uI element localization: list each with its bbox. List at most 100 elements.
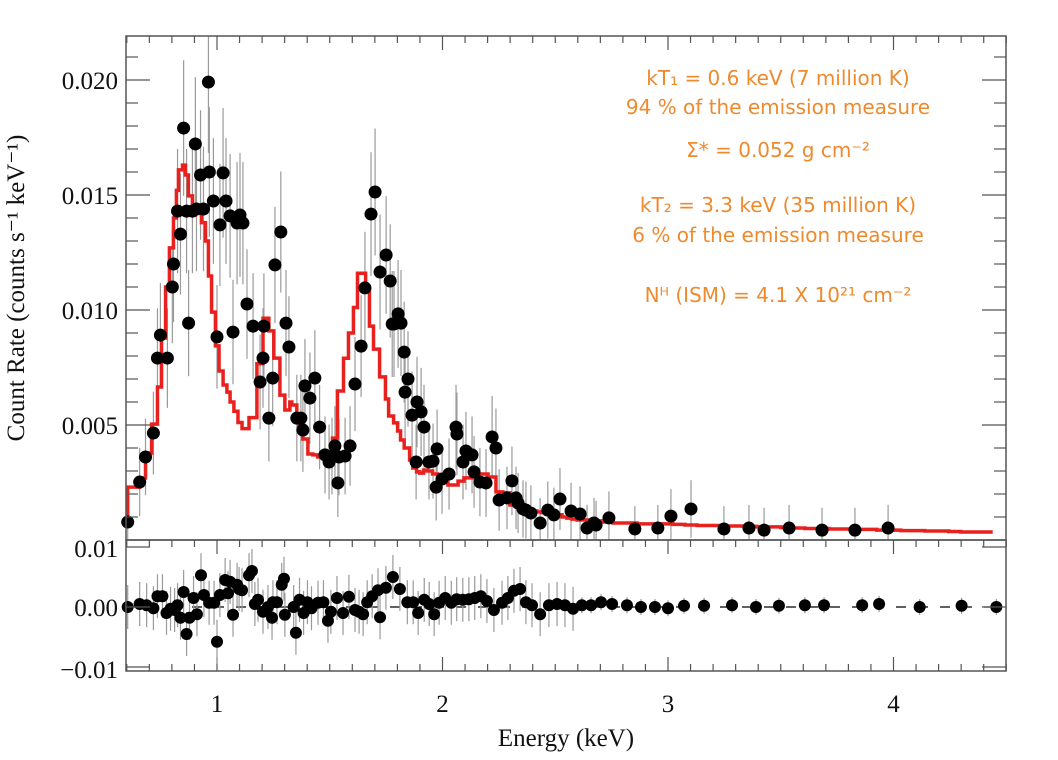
data-point	[253, 375, 267, 389]
annotation-em1: 94 % of the emission measure	[626, 95, 930, 119]
data-point	[479, 476, 493, 490]
residual-point	[393, 583, 406, 595]
data-point	[303, 391, 317, 405]
data-point	[442, 467, 456, 481]
data-point	[782, 521, 796, 535]
data-point	[628, 522, 642, 536]
data-point	[216, 166, 230, 180]
data-point	[533, 516, 547, 530]
data-point	[182, 316, 196, 330]
data-point	[139, 450, 153, 464]
y-tick-label: 0.00	[74, 595, 118, 622]
data-point	[589, 518, 603, 532]
residual-point	[514, 583, 527, 595]
data-point	[465, 448, 479, 462]
residual-point	[222, 587, 235, 600]
data-point	[268, 258, 282, 272]
residual-point	[177, 586, 190, 598]
data-point	[664, 509, 678, 523]
data-point	[467, 465, 481, 479]
residual-point	[412, 607, 425, 619]
residual-point	[266, 611, 279, 624]
data-point	[505, 474, 519, 488]
residual-point	[634, 601, 647, 613]
data-point	[153, 328, 167, 342]
data-point	[358, 281, 372, 295]
residual-point	[487, 604, 500, 616]
data-point	[331, 476, 345, 490]
residual-point	[772, 599, 785, 612]
residual-point	[278, 608, 291, 621]
model-step-line	[125, 163, 993, 534]
data-point	[364, 207, 378, 221]
data-point	[246, 319, 260, 333]
residual-point	[277, 572, 290, 585]
data-point	[449, 420, 463, 434]
data-point	[213, 218, 227, 232]
data-point	[188, 137, 202, 151]
residual-point	[321, 614, 334, 627]
residual-point	[407, 596, 420, 609]
data-point	[368, 185, 382, 199]
data-point	[757, 523, 771, 537]
data-point	[815, 523, 829, 537]
data-point	[308, 371, 322, 385]
residual-point	[856, 599, 869, 612]
data-point	[274, 225, 288, 239]
x-tick-label: 3	[662, 691, 675, 718]
data-point	[202, 165, 216, 179]
data-point	[401, 372, 415, 386]
data-point	[173, 227, 187, 241]
data-point	[881, 521, 895, 535]
data-point	[210, 330, 224, 344]
residual-point	[337, 607, 350, 619]
residual-point	[726, 599, 739, 612]
spectrum-data-points	[121, 75, 895, 537]
residual-point	[171, 599, 184, 612]
data-point	[201, 75, 215, 89]
residual-point	[913, 601, 926, 613]
residual-point	[749, 601, 762, 613]
y-tick-label: −0.01	[60, 657, 118, 684]
residual-point	[662, 602, 674, 615]
data-point	[328, 439, 342, 453]
data-point	[398, 385, 412, 399]
residual-point	[423, 598, 436, 610]
residual-point	[190, 608, 203, 621]
data-point	[379, 248, 393, 262]
data-point	[266, 371, 280, 385]
data-point	[348, 377, 362, 391]
residual-point	[330, 592, 343, 604]
data-point	[354, 339, 368, 353]
residual-point	[575, 599, 588, 612]
data-point	[196, 202, 210, 216]
residual-point	[342, 590, 355, 603]
data-point	[456, 455, 470, 469]
residual-point	[386, 571, 399, 583]
data-point	[430, 442, 444, 456]
data-point	[296, 423, 310, 437]
residual-point	[245, 565, 258, 577]
data-point	[279, 316, 293, 330]
residuals-frame	[125, 539, 1007, 672]
data-point	[133, 475, 147, 489]
data-point	[489, 441, 503, 455]
data-point	[282, 340, 296, 354]
annotation-sigma: Σ* = 0.052 g cm⁻²	[686, 138, 870, 162]
residual-point	[678, 599, 691, 612]
residual-ticks	[126, 546, 1006, 668]
spectrum-y-tick-labels: 0.005 0.010 0.015 0.020	[62, 68, 118, 440]
x-tick-labels: 1 2 3 4	[211, 691, 901, 718]
residual-point	[526, 599, 539, 612]
y-tick-label: 0.020	[62, 68, 118, 95]
data-point	[651, 521, 665, 535]
residual-y-tick-labels: −0.01 0.00 0.01	[60, 536, 118, 684]
data-point	[373, 265, 387, 279]
residual-point	[174, 611, 187, 624]
data-point	[383, 274, 397, 288]
data-point	[166, 257, 180, 271]
data-point	[573, 507, 587, 521]
data-point	[397, 345, 411, 359]
data-point	[717, 522, 731, 536]
residual-point	[357, 608, 370, 621]
